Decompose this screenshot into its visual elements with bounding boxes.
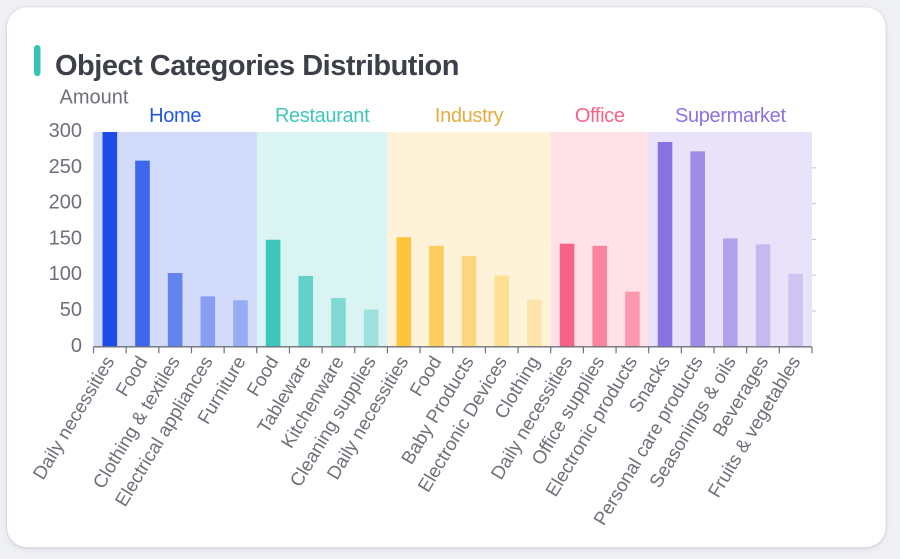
svg-text:200: 200 [49,192,82,214]
svg-text:100: 100 [49,263,82,285]
svg-text:Office: Office [575,105,625,127]
svg-text:50: 50 [60,299,82,321]
svg-text:250: 250 [49,156,82,178]
svg-text:Home: Home [149,105,201,127]
svg-text:150: 150 [49,227,82,249]
svg-text:Object Categories Distribution: Object Categories Distribution [55,50,459,82]
svg-text:Industry: Industry [435,105,504,127]
svg-text:Amount: Amount [60,87,129,109]
svg-text:300: 300 [49,120,82,142]
svg-text:Supermarket: Supermarket [675,105,786,127]
svg-text:Restaurant: Restaurant [275,105,370,127]
svg-text:0: 0 [71,335,82,357]
